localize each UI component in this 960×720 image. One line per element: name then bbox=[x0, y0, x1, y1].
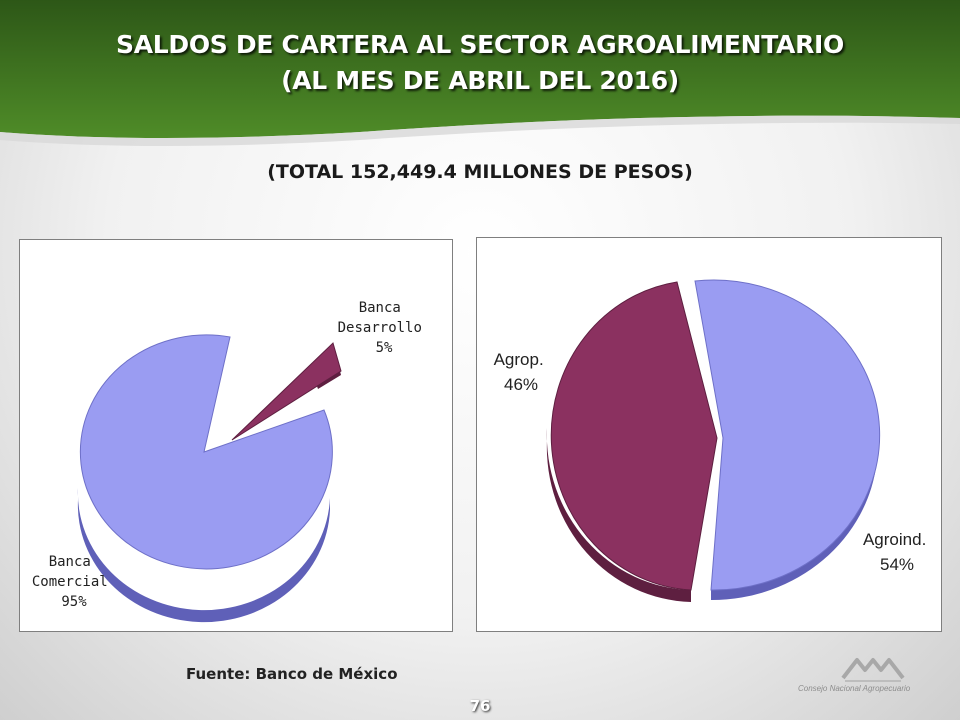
logo-caption: Consejo Nacional Agropecuario bbox=[798, 684, 911, 693]
label-banca-comercial: Banca Comercial 95% bbox=[32, 554, 116, 610]
page-number: 76 bbox=[469, 697, 491, 715]
slice-agrop bbox=[550, 281, 718, 591]
page-title-date: (AL MES DE ABRIL DEL 2016) bbox=[281, 66, 679, 95]
pie-chart-banca-svg: Banca Desarrollo 5% Banca Comercial 95% bbox=[32, 300, 431, 623]
pie-chart-sector-svg: Agrop. 46% Agroind. 54% bbox=[494, 279, 931, 602]
chart-subtitle: (TOTAL 152,449.4 MILLONES DE PESOS) bbox=[267, 161, 693, 183]
header-banner bbox=[0, 0, 960, 146]
slice-banca-comercial bbox=[79, 334, 333, 570]
label-agroind: Agroind. 54% bbox=[863, 530, 931, 574]
page-title: SALDOS DE CARTERA AL SECTOR AGROALIMENTA… bbox=[116, 30, 844, 59]
cna-logo bbox=[841, 658, 905, 682]
slice-banca-desarrollo bbox=[231, 342, 342, 441]
pie-chart-banca: Banca Desarrollo 5% Banca Comercial 95% bbox=[19, 239, 453, 632]
label-agrop: Agrop. 46% bbox=[494, 350, 549, 394]
label-banca-desarrollo: Banca Desarrollo 5% bbox=[338, 300, 431, 356]
pie-chart-sector: Agrop. 46% Agroind. 54% bbox=[476, 237, 942, 632]
source-note: Fuente: Banco de México bbox=[186, 665, 398, 683]
slice-agroind bbox=[694, 279, 881, 591]
